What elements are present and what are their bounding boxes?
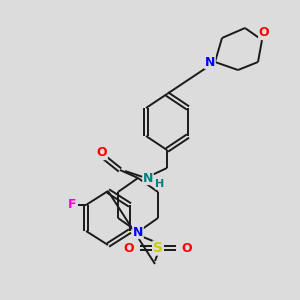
- Text: N: N: [143, 172, 153, 184]
- Text: F: F: [68, 199, 76, 212]
- Text: O: O: [124, 242, 134, 254]
- Text: O: O: [97, 146, 107, 160]
- Text: O: O: [259, 26, 269, 40]
- Text: N: N: [205, 56, 215, 68]
- Text: O: O: [182, 242, 192, 254]
- Text: H: H: [155, 179, 165, 189]
- Text: S: S: [153, 241, 163, 255]
- Text: N: N: [133, 226, 143, 238]
